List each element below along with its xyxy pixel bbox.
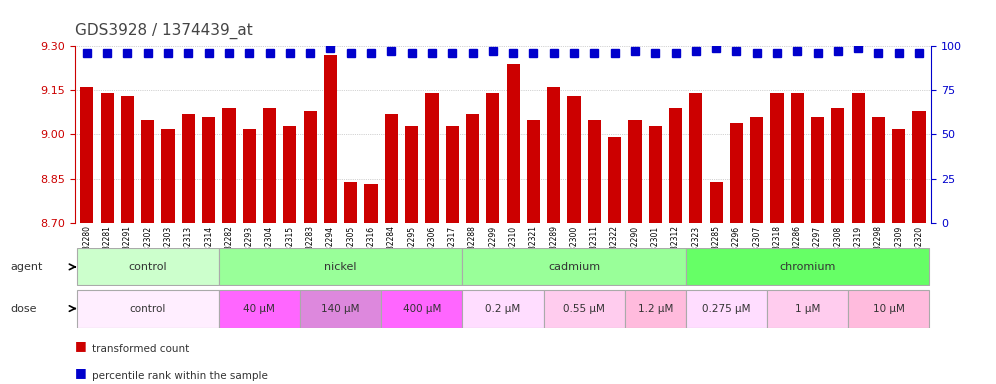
Bar	[466, 114, 479, 223]
Bar	[811, 117, 824, 223]
Text: 1.2 μM: 1.2 μM	[637, 303, 673, 314]
Text: 140 μM: 140 μM	[322, 303, 360, 314]
Bar	[892, 129, 905, 223]
Bar	[381, 290, 462, 328]
Bar	[486, 93, 499, 223]
Bar	[365, 184, 377, 223]
Bar	[462, 290, 544, 328]
Bar	[628, 120, 641, 223]
Bar	[77, 290, 219, 328]
Bar	[588, 120, 601, 223]
Bar	[770, 93, 784, 223]
Bar	[624, 290, 685, 328]
Bar	[568, 96, 581, 223]
Bar	[243, 129, 256, 223]
Bar	[669, 108, 682, 223]
Bar	[304, 111, 317, 223]
Bar	[507, 64, 520, 223]
Bar	[445, 126, 459, 223]
Text: transformed count: transformed count	[92, 344, 189, 354]
Text: ■: ■	[75, 366, 87, 379]
Text: dose: dose	[10, 303, 37, 314]
Bar	[730, 122, 743, 223]
Text: chromium: chromium	[779, 262, 836, 272]
Text: GDS3928 / 1374439_at: GDS3928 / 1374439_at	[75, 23, 252, 39]
Bar	[709, 182, 723, 223]
Bar	[101, 93, 114, 223]
Bar	[912, 111, 925, 223]
Bar	[202, 117, 215, 223]
Bar	[345, 182, 358, 223]
Bar	[608, 137, 622, 223]
Bar	[405, 126, 418, 223]
Bar	[161, 129, 174, 223]
Bar	[300, 290, 381, 328]
Bar	[384, 114, 398, 223]
Text: 0.55 μM: 0.55 μM	[563, 303, 606, 314]
Text: ■: ■	[75, 339, 87, 353]
Text: control: control	[129, 303, 166, 314]
Text: percentile rank within the sample: percentile rank within the sample	[92, 371, 268, 381]
Bar	[832, 108, 845, 223]
Bar	[283, 126, 297, 223]
Bar	[848, 290, 929, 328]
Bar	[77, 248, 219, 285]
Bar	[527, 120, 540, 223]
Bar	[121, 96, 134, 223]
Text: 10 μM: 10 μM	[872, 303, 904, 314]
Text: 0.2 μM: 0.2 μM	[485, 303, 521, 314]
Bar	[462, 248, 685, 285]
Bar	[324, 55, 337, 223]
Bar	[219, 248, 462, 285]
Bar	[689, 93, 702, 223]
Bar	[547, 87, 561, 223]
Bar	[141, 120, 154, 223]
Text: 40 μM: 40 μM	[243, 303, 275, 314]
Bar	[222, 108, 236, 223]
Bar	[685, 290, 767, 328]
Text: 0.275 μM: 0.275 μM	[702, 303, 751, 314]
Bar	[219, 290, 300, 328]
Bar	[648, 126, 661, 223]
Text: control: control	[128, 262, 167, 272]
Bar	[872, 117, 885, 223]
Text: cadmium: cadmium	[548, 262, 600, 272]
Bar	[81, 87, 94, 223]
Text: 400 μM: 400 μM	[402, 303, 441, 314]
Bar	[750, 117, 763, 223]
Bar	[425, 93, 438, 223]
Text: nickel: nickel	[325, 262, 357, 272]
Bar	[791, 93, 804, 223]
Bar	[263, 108, 276, 223]
Bar	[181, 114, 195, 223]
Bar	[852, 93, 865, 223]
Bar	[544, 290, 624, 328]
Text: 1 μM: 1 μM	[795, 303, 820, 314]
Bar	[685, 248, 929, 285]
Text: agent: agent	[10, 262, 43, 272]
Bar	[767, 290, 848, 328]
